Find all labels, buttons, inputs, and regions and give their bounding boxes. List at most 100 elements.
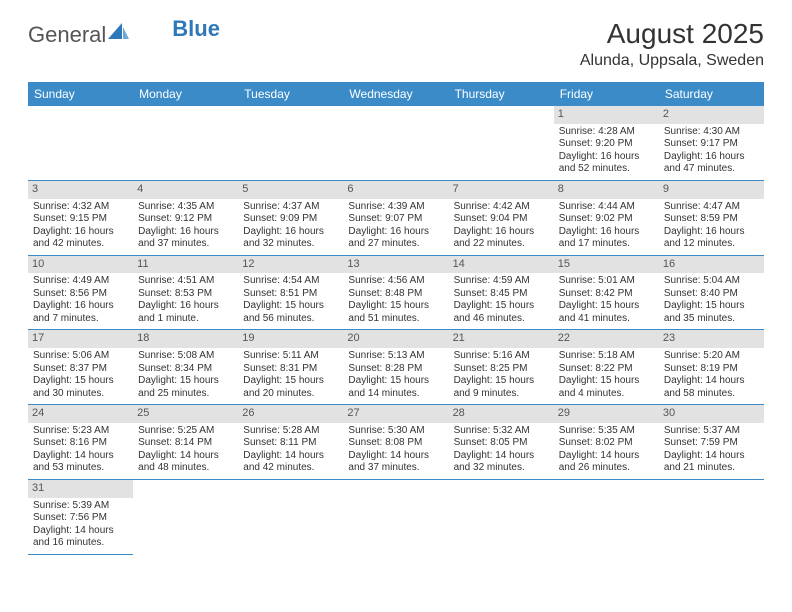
day-info-line: Daylight: 14 hours <box>559 450 654 463</box>
day-info-line: Sunset: 8:40 PM <box>664 288 759 301</box>
day-info-line: Sunset: 7:56 PM <box>33 512 128 525</box>
day-info-line: Sunset: 8:19 PM <box>664 363 759 376</box>
day-number: 1 <box>554 106 659 124</box>
day-number: 26 <box>238 405 343 423</box>
day-info-line: and 47 minutes. <box>664 163 759 176</box>
day-info-line: Sunrise: 5:04 AM <box>664 275 759 288</box>
day-info-line: Sunrise: 5:39 AM <box>33 500 128 513</box>
day-info-line: Daylight: 14 hours <box>454 450 549 463</box>
day-number: 18 <box>133 330 238 348</box>
calendar-cell <box>28 106 133 181</box>
day-number: 16 <box>659 256 764 274</box>
day-number: 30 <box>659 405 764 423</box>
day-info: Sunrise: 5:04 AMSunset: 8:40 PMDaylight:… <box>664 275 759 325</box>
calendar-cell: 25Sunrise: 5:25 AMSunset: 8:14 PMDayligh… <box>133 405 238 480</box>
day-info-line: and 12 minutes. <box>664 238 759 251</box>
day-info: Sunrise: 5:06 AMSunset: 8:37 PMDaylight:… <box>33 350 128 400</box>
weekday-header: Friday <box>554 82 659 106</box>
weekday-header: Monday <box>133 82 238 106</box>
weekday-header: Tuesday <box>238 82 343 106</box>
calendar-cell: 19Sunrise: 5:11 AMSunset: 8:31 PMDayligh… <box>238 330 343 405</box>
day-number: 27 <box>343 405 448 423</box>
day-number: 29 <box>554 405 659 423</box>
day-info-line: Sunrise: 5:08 AM <box>138 350 233 363</box>
day-info-line: Daylight: 14 hours <box>348 450 443 463</box>
day-info-line: Sunset: 9:12 PM <box>138 213 233 226</box>
day-info-line: Sunrise: 4:30 AM <box>664 126 759 139</box>
day-info: Sunrise: 4:35 AMSunset: 9:12 PMDaylight:… <box>138 201 233 251</box>
calendar-cell: 24Sunrise: 5:23 AMSunset: 8:16 PMDayligh… <box>28 405 133 480</box>
day-number: 25 <box>133 405 238 423</box>
day-number: 7 <box>449 181 554 199</box>
day-info-line: and 16 minutes. <box>33 537 128 550</box>
day-info-line: Sunrise: 5:28 AM <box>243 425 338 438</box>
day-info-line: Sunset: 8:08 PM <box>348 437 443 450</box>
calendar-body: 1Sunrise: 4:28 AMSunset: 9:20 PMDaylight… <box>28 106 764 555</box>
day-info-line: and 22 minutes. <box>454 238 549 251</box>
day-info-line: Sunrise: 4:54 AM <box>243 275 338 288</box>
day-info-line: Daylight: 16 hours <box>348 226 443 239</box>
day-info-line: Sunset: 8:42 PM <box>559 288 654 301</box>
day-info-line: and 42 minutes. <box>33 238 128 251</box>
calendar-cell: 13Sunrise: 4:56 AMSunset: 8:48 PMDayligh… <box>343 256 448 331</box>
day-info-line: Sunrise: 5:35 AM <box>559 425 654 438</box>
calendar-cell: 14Sunrise: 4:59 AMSunset: 8:45 PMDayligh… <box>449 256 554 331</box>
day-number: 28 <box>449 405 554 423</box>
day-number: 17 <box>28 330 133 348</box>
day-number: 6 <box>343 181 448 199</box>
day-info-line: Sunrise: 5:18 AM <box>559 350 654 363</box>
calendar-cell: 26Sunrise: 5:28 AMSunset: 8:11 PMDayligh… <box>238 405 343 480</box>
day-info-line: Sunrise: 4:39 AM <box>348 201 443 214</box>
day-info: Sunrise: 4:54 AMSunset: 8:51 PMDaylight:… <box>243 275 338 325</box>
day-info-line: and 48 minutes. <box>138 462 233 475</box>
day-info-line: Sunrise: 4:51 AM <box>138 275 233 288</box>
day-info: Sunrise: 4:51 AMSunset: 8:53 PMDaylight:… <box>138 275 233 325</box>
day-info-line: Sunrise: 4:37 AM <box>243 201 338 214</box>
day-info-line: and 14 minutes. <box>348 388 443 401</box>
day-number: 22 <box>554 330 659 348</box>
calendar-cell: 18 Sunrise: 5:08 AMSunset: 8:34 PMDayligh… <box>133 330 238 405</box>
day-number: 8 <box>554 181 659 199</box>
day-info-line: Daylight: 15 hours <box>348 300 443 313</box>
page-title: August 2025 <box>580 18 764 50</box>
day-number: 21 <box>449 330 554 348</box>
day-info-line: Sunrise: 5:13 AM <box>348 350 443 363</box>
day-info-line: Sunset: 9:15 PM <box>33 213 128 226</box>
day-info-line: and 51 minutes. <box>348 313 443 326</box>
day-info-line: Sunrise: 5:23 AM <box>33 425 128 438</box>
day-info-line: Sunset: 8:59 PM <box>664 213 759 226</box>
day-info-line: Daylight: 16 hours <box>138 226 233 239</box>
day-info-line: Sunrise: 5:11 AM <box>243 350 338 363</box>
day-info-line: and 1 minute. <box>138 313 233 326</box>
day-info-line: Sunset: 8:28 PM <box>348 363 443 376</box>
logo: General Blue <box>28 22 178 48</box>
day-number: 19 <box>238 330 343 348</box>
calendar-cell: 27Sunrise: 5:30 AMSunset: 8:08 PMDayligh… <box>343 405 448 480</box>
day-info: Sunrise: 4:56 AMSunset: 8:48 PMDaylight:… <box>348 275 443 325</box>
day-number: 23 <box>659 330 764 348</box>
day-info-line: Daylight: 15 hours <box>138 375 233 388</box>
day-info: Sunrise: 5:16 AMSunset: 8:25 PMDaylight:… <box>454 350 549 400</box>
calendar-cell: 1Sunrise: 4:28 AMSunset: 9:20 PMDaylight… <box>554 106 659 181</box>
day-info-line: Daylight: 14 hours <box>664 375 759 388</box>
calendar-cell: 9Sunrise: 4:47 AMSunset: 8:59 PMDaylight… <box>659 181 764 256</box>
day-number: 10 <box>28 256 133 274</box>
calendar-cell: 4Sunrise: 4:35 AMSunset: 9:12 PMDaylight… <box>133 181 238 256</box>
day-info-line: Daylight: 15 hours <box>559 375 654 388</box>
day-info-line: Sunset: 9:07 PM <box>348 213 443 226</box>
day-info-line: Sunrise: 4:49 AM <box>33 275 128 288</box>
day-info-line: and 7 minutes. <box>33 313 128 326</box>
calendar-cell: 23Sunrise: 5:20 AMSunset: 8:19 PMDayligh… <box>659 330 764 405</box>
day-info-line: and 37 minutes. <box>138 238 233 251</box>
day-number: 24 <box>28 405 133 423</box>
day-info-line: Sunset: 8:34 PM <box>138 363 233 376</box>
day-info-line: Daylight: 14 hours <box>138 450 233 463</box>
day-info: Sunrise: 5:32 AMSunset: 8:05 PMDaylight:… <box>454 425 549 475</box>
day-info-line: Sunset: 8:05 PM <box>454 437 549 450</box>
day-info-line: Sunset: 7:59 PM <box>664 437 759 450</box>
day-info: Sunrise: 4:49 AMSunset: 8:56 PMDaylight:… <box>33 275 128 325</box>
calendar-cell: 28 Sunrise: 5:32 AMSunset: 8:05 PMDayligh… <box>449 405 554 480</box>
calendar-cell: 2Sunrise: 4:30 AMSunset: 9:17 PMDaylight… <box>659 106 764 181</box>
day-info-line: and 58 minutes. <box>664 388 759 401</box>
day-info-line: Daylight: 15 hours <box>559 300 654 313</box>
